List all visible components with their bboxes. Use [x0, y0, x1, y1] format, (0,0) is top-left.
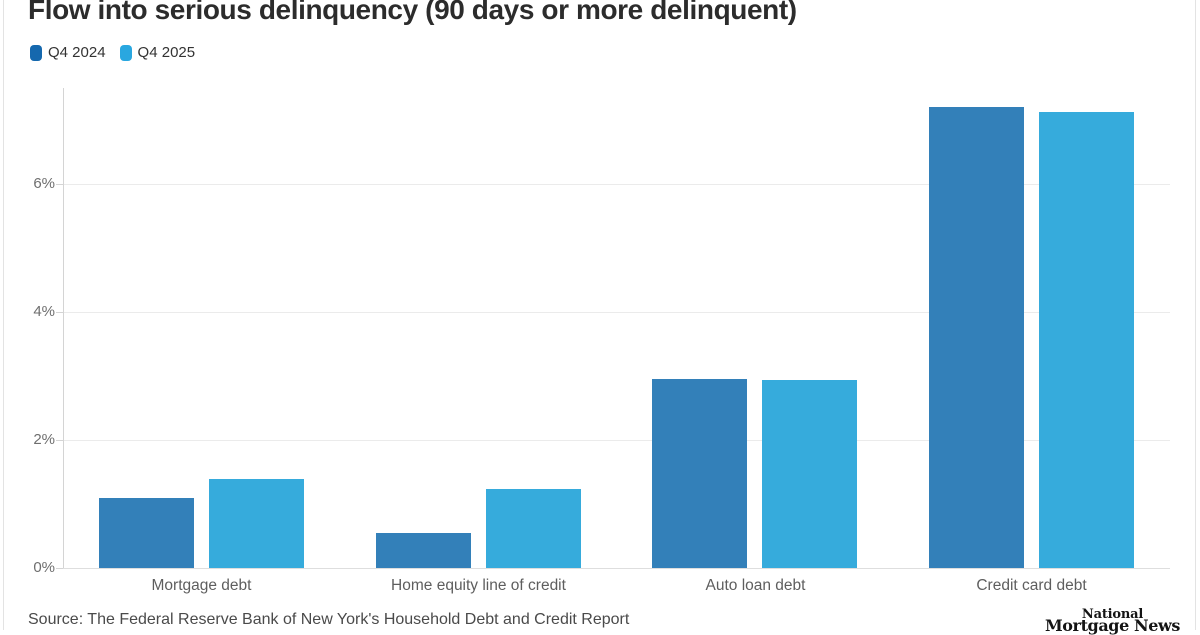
- bar-q4-2025-auto-loan-debt: [762, 380, 857, 568]
- bar-q4-2025-home-equity-line-of-credit: [486, 489, 581, 568]
- publisher-logo-line1: National: [1081, 607, 1144, 622]
- bar-q4-2024-auto-loan-debt: [652, 379, 747, 568]
- y-tick-2%: [56, 440, 63, 441]
- legend-item-q4-2025: Q4 2025: [119, 44, 196, 61]
- x-axis-label-home-equity-line-of-credit: Home equity line of credit: [391, 577, 566, 594]
- legend-item-q4-2024: Q4 2024: [30, 44, 106, 61]
- source-note: Source: The Federal Reserve Bank of New …: [28, 611, 630, 628]
- x-axis-label-credit-card-debt: Credit card debt: [976, 577, 1087, 594]
- y-axis-label-4%: 4%: [33, 303, 55, 320]
- gridline-6%: [63, 184, 1170, 185]
- y-axis-label-6%: 6%: [33, 175, 55, 192]
- gridline-4%: [63, 312, 1170, 313]
- bar-q4-2025-credit-card-debt: [1039, 112, 1134, 568]
- legend-swatch-q4-2025: [119, 44, 132, 61]
- x-axis-label-auto-loan-debt: Auto loan debt: [705, 577, 806, 594]
- legend: Q4 2024 Q4 2025: [30, 44, 195, 61]
- card-right-border: [1195, 0, 1196, 630]
- y-tick-6%: [56, 184, 63, 185]
- bar-q4-2024-credit-card-debt: [929, 107, 1024, 568]
- legend-label: Q4 2025: [137, 44, 196, 61]
- y-tick-0%: [56, 568, 63, 569]
- y-tick-4%: [56, 312, 63, 313]
- legend-label: Q4 2024: [48, 44, 106, 61]
- x-axis-line: [63, 568, 1170, 569]
- card-left-border: [3, 0, 4, 630]
- x-axis-label-mortgage-debt: Mortgage debt: [151, 577, 252, 594]
- gridline-2%: [63, 440, 1170, 441]
- bar-q4-2025-mortgage-debt: [209, 479, 304, 568]
- y-axis-label-2%: 2%: [33, 431, 55, 448]
- chart-title: Flow into serious delinquency (90 days o…: [28, 0, 797, 25]
- bar-q4-2024-mortgage-debt: [99, 498, 194, 568]
- y-axis-line: [63, 88, 64, 568]
- legend-swatch-q4-2024: [30, 44, 42, 61]
- y-axis-label-0%: 0%: [33, 559, 55, 576]
- publisher-logo-line2: Mortgage News: [1044, 616, 1181, 635]
- bar-q4-2024-home-equity-line-of-credit: [376, 533, 471, 568]
- publisher-logo: National Mortgage News: [1040, 607, 1185, 635]
